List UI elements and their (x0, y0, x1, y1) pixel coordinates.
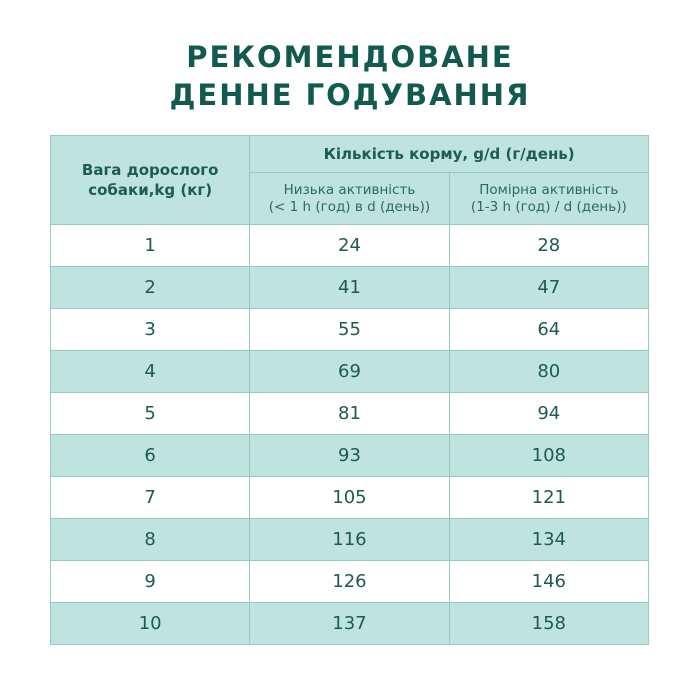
cell-weight: 4 (49, 350, 251, 393)
table-row: 9 126 146 (49, 560, 650, 603)
cell-weight: 5 (49, 392, 251, 435)
cell-low: 126 (249, 560, 450, 603)
title-line-2: ДЕННЕ ГОДУВАННЯ (169, 78, 531, 112)
cell-weight: 1 (49, 224, 251, 267)
cell-low: 55 (249, 308, 450, 351)
cell-low: 81 (249, 392, 450, 435)
cell-moderate: 134 (448, 518, 650, 561)
cell-moderate: 80 (448, 350, 650, 393)
cell-low: 137 (249, 602, 450, 645)
feeding-table: Вага дорослого собаки,kg (кг) Кількість … (49, 135, 650, 645)
header-low-activity-detail: (< 1 h (год) в d (день)) (268, 198, 431, 215)
header-weight: Вага дорослого собаки,kg (кг) (49, 135, 251, 225)
cell-moderate: 64 (448, 308, 650, 351)
cell-weight: 7 (49, 476, 251, 519)
cell-low: 41 (249, 266, 450, 309)
header-moderate-activity: Помірна активність (1-3 h (год) / d (ден… (448, 172, 650, 225)
cell-weight: 8 (49, 518, 251, 561)
header-low-activity-title: Низька активність (283, 181, 416, 198)
cell-moderate: 108 (448, 434, 650, 477)
table-row: 2 41 47 (49, 266, 650, 309)
header-moderate-activity-detail: (1-3 h (год) / d (день)) (470, 198, 627, 215)
cell-low: 116 (249, 518, 450, 561)
cell-moderate: 28 (448, 224, 650, 267)
header-amount: Кількість корму, g/d (г/день) (249, 135, 649, 173)
table-row: 4 69 80 (49, 350, 650, 393)
table-row: 8 116 134 (49, 518, 650, 561)
cell-low: 105 (249, 476, 450, 519)
table-row: 3 55 64 (49, 308, 650, 351)
cell-weight: 3 (49, 308, 251, 351)
cell-low: 24 (249, 224, 450, 267)
table-row: 5 81 94 (49, 392, 650, 435)
cell-weight: 6 (49, 434, 251, 477)
page-title: РЕКОМЕНДОВАНЕ ДЕННЕ ГОДУВАННЯ (0, 38, 700, 114)
table-row: 1 24 28 (49, 224, 650, 267)
header-moderate-activity-title: Помірна активність (479, 181, 619, 198)
cell-low: 93 (249, 434, 450, 477)
header-low-activity: Низька активність (< 1 h (год) в d (день… (249, 172, 450, 225)
cell-weight: 10 (49, 602, 251, 645)
table-row: 6 93 108 (49, 434, 650, 477)
cell-weight: 9 (49, 560, 251, 603)
table-row: 10 137 158 (49, 602, 650, 645)
cell-moderate: 94 (448, 392, 650, 435)
table-row: 7 105 121 (49, 476, 650, 519)
cell-moderate: 158 (448, 602, 650, 645)
title-line-1: РЕКОМЕНДОВАНЕ (186, 40, 514, 74)
cell-moderate: 121 (448, 476, 650, 519)
cell-moderate: 47 (448, 266, 650, 309)
cell-low: 69 (249, 350, 450, 393)
cell-moderate: 146 (448, 560, 650, 603)
cell-weight: 2 (49, 266, 251, 309)
